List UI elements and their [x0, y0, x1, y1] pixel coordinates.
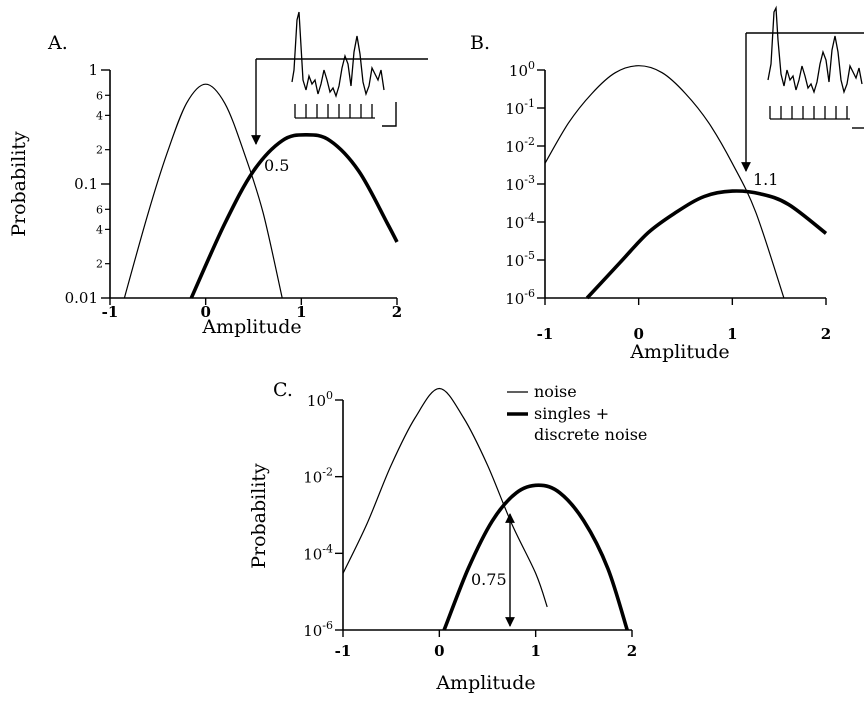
- panel-a-y-axis-title: Probability: [8, 131, 30, 237]
- y-tick-label: 10-2: [505, 135, 535, 156]
- panel-b: B. 100 10-1 10-2 10-3 10-4 10-5 10-6 -1 0 1 2 Amp…: [470, 5, 864, 363]
- panel-a-threshold-label: 0.5: [264, 156, 289, 175]
- legend-noise-label: noise: [534, 382, 577, 401]
- y-tick-label: 0.1: [74, 175, 98, 193]
- y-tick-label: 1: [88, 61, 98, 79]
- legend-signal-label-line1: singles +: [534, 404, 609, 423]
- panel-a-x-ticks: -1 0 1 2: [102, 298, 402, 321]
- panel-c-y-axis-title: Probability: [248, 463, 270, 569]
- y-tick-label: 10-4: [303, 542, 333, 563]
- y-tick-label: 0.01: [65, 289, 98, 307]
- panel-a-stimulus-ticks: [294, 104, 375, 119]
- y-tick-label: 10-5: [505, 249, 535, 270]
- panel-b-noise-curve: [544, 65, 785, 299]
- y-tick-label: 10-1: [505, 97, 535, 118]
- x-tick-label: 1: [727, 325, 737, 343]
- panel-b-x-axis-title: Amplitude: [629, 341, 729, 363]
- panel-a-x-axis-title: Amplitude: [201, 316, 301, 338]
- panel-a-noise-curve: [123, 83, 283, 299]
- legend-signal-label-line2: discrete noise: [534, 425, 647, 444]
- y-tick-label: 100: [509, 59, 535, 80]
- panel-c-signal-curve: [442, 483, 629, 631]
- panel-a-label: A.: [47, 32, 68, 54]
- y-minor-tick-label: 2: [96, 144, 103, 157]
- y-tick-label: 10-3: [505, 173, 535, 194]
- y-minor-tick-label: 6: [96, 89, 103, 102]
- panel-a-inset-trace: [251, 11, 428, 145]
- x-tick-label: 2: [627, 642, 637, 660]
- panel-b-label: B.: [470, 32, 490, 54]
- x-tick-label: -1: [537, 325, 554, 343]
- panel-c-y-ticks: 100 10-2 10-4 10-6: [303, 389, 343, 640]
- panel-c: C. 100 10-2 10-4 10-6 -1 0 1 2 Amplitude Proba…: [248, 379, 647, 694]
- y-minor-tick-label: 6: [96, 203, 103, 216]
- panel-a: A. 1 0.1 0.01 6 4 2 6 4 2 -1 0 1 2 Amplitude Probab…: [8, 11, 428, 338]
- panel-b-threshold-label: 1.1: [753, 170, 778, 189]
- x-tick-label: 1: [530, 642, 540, 660]
- x-tick-label: 0: [200, 303, 210, 321]
- x-tick-label: 2: [821, 325, 831, 343]
- x-tick-label: 0: [434, 642, 444, 660]
- panel-b-x-ticks: -1 0 1 2: [537, 298, 831, 343]
- y-minor-tick-label: 4: [96, 109, 103, 122]
- y-tick-label: 10-6: [303, 619, 333, 640]
- panel-a-y-ticks: 1 0.1 0.01 6 4 2 6 4 2: [65, 61, 110, 307]
- panel-b-y-ticks: 100 10-1 10-2 10-3 10-4 10-5 10-6: [505, 59, 545, 308]
- panel-c-x-ticks: -1 0 1 2: [335, 630, 637, 660]
- y-tick-label: 10-2: [303, 466, 333, 487]
- panel-b-signal-curve: [585, 189, 828, 300]
- x-tick-label: 1: [296, 303, 306, 321]
- x-tick-label: -1: [102, 303, 119, 321]
- panel-c-threshold-label: 0.75: [471, 570, 507, 589]
- x-tick-label: 2: [392, 303, 402, 321]
- panel-b-inset-trace: [741, 5, 864, 172]
- y-tick-label: 10-6: [505, 287, 535, 308]
- x-tick-label: -1: [335, 642, 352, 660]
- y-tick-label: 100: [307, 389, 333, 410]
- x-tick-label: 0: [633, 325, 643, 343]
- panel-a-scale-bar: [382, 102, 397, 127]
- y-minor-tick-label: 4: [96, 223, 103, 236]
- legend: noise singles + discrete noise: [507, 382, 647, 444]
- panel-c-noise-curve: [342, 387, 548, 608]
- panel-b-stimulus-ticks: [769, 106, 850, 120]
- panel-c-label: C.: [273, 379, 293, 401]
- panel-c-x-axis-title: Amplitude: [435, 672, 535, 694]
- y-minor-tick-label: 2: [96, 258, 103, 271]
- y-tick-label: 10-4: [505, 211, 535, 232]
- panel-a-signal-curve: [189, 132, 399, 299]
